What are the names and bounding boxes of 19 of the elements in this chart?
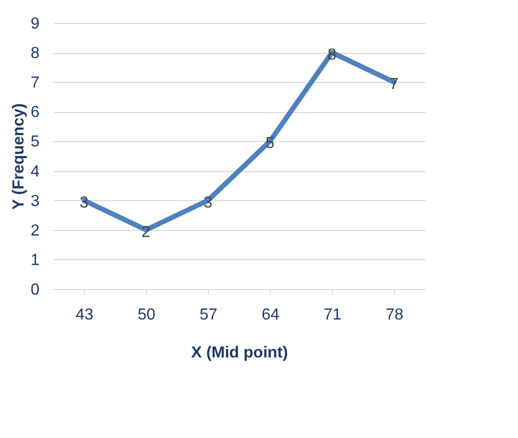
y-tick-label: 2 xyxy=(30,222,40,240)
x-tick-label: 64 xyxy=(262,306,280,324)
y-tick-label: 8 xyxy=(30,45,40,62)
x-tick-label: 43 xyxy=(76,306,94,324)
y-tick-label: 5 xyxy=(30,134,40,151)
x-axis-title: X (Mid point) xyxy=(191,344,288,362)
y-axis-title: Y (Frequency) xyxy=(10,103,28,210)
data-label: 5 xyxy=(266,135,275,152)
y-tick-label: 1 xyxy=(30,252,40,269)
y-tick-label: 0 xyxy=(30,282,40,298)
x-tick-label: 50 xyxy=(138,306,156,324)
x-tick-label: 71 xyxy=(324,306,342,324)
y-tick-label: 3 xyxy=(30,192,40,210)
x-tick-label: 78 xyxy=(386,306,404,324)
y-tick-label: 7 xyxy=(30,74,40,92)
x-tick-label: 57 xyxy=(200,306,218,324)
y-tick-label: 6 xyxy=(30,104,40,122)
y-tick-label: 4 xyxy=(30,163,40,180)
y-tick-label: 9 xyxy=(30,16,40,32)
